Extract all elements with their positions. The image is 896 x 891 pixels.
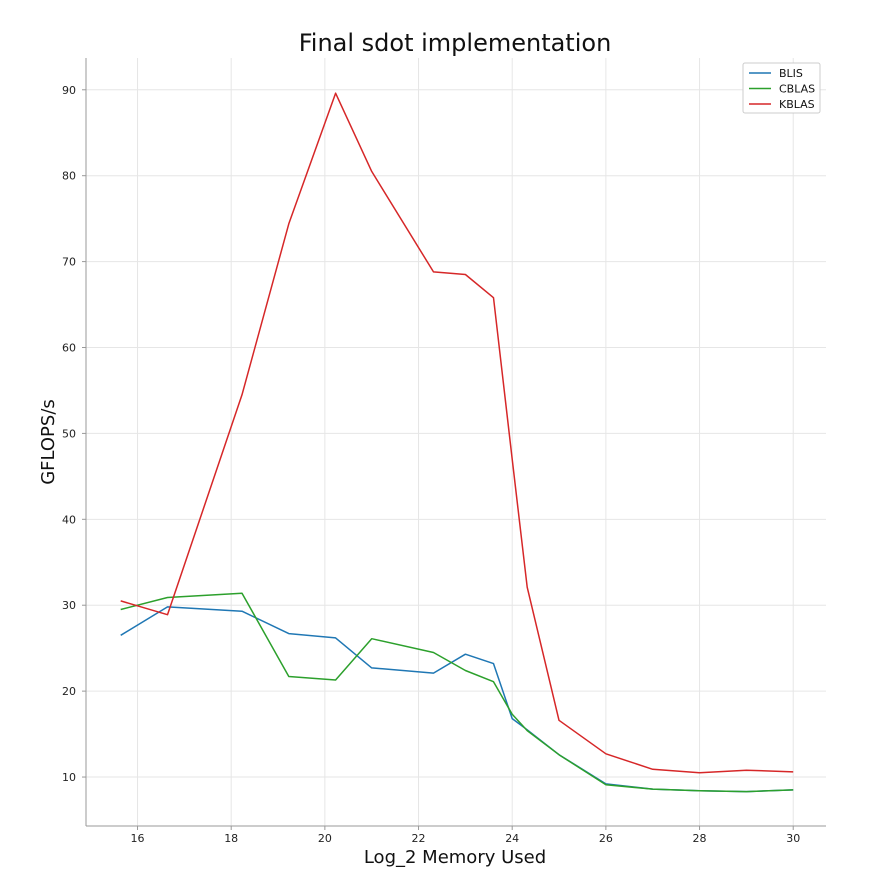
- x-tick-label: 18: [224, 832, 238, 845]
- x-axis-ticks: 16 18 20 22 24 26 28 30: [131, 826, 800, 845]
- y-tick-label: 40: [62, 513, 76, 526]
- series-layer: [120, 92, 794, 793]
- x-tick-label: 28: [693, 832, 707, 845]
- x-tick-label: 22: [412, 832, 426, 845]
- y-tick-label: 90: [62, 84, 76, 97]
- y-tick-label: 10: [62, 771, 76, 784]
- y-tick-label: 70: [62, 256, 76, 269]
- y-axis-label: GFLOPS/s: [38, 399, 59, 485]
- chart-title: Final sdot implementation: [299, 29, 612, 57]
- y-tick-label: 30: [62, 599, 76, 612]
- x-tick-label: 24: [505, 832, 519, 845]
- y-tick-label: 80: [62, 170, 76, 183]
- y-tick-label: 60: [62, 342, 76, 355]
- y-tick-label: 20: [62, 685, 76, 698]
- x-tick-label: 26: [599, 832, 613, 845]
- x-tick-label: 20: [318, 832, 332, 845]
- series-line-cblas: [120, 592, 794, 793]
- series-line-kblas: [120, 92, 794, 774]
- legend-label-blis: BLIS: [779, 67, 803, 80]
- y-tick-label: 50: [62, 427, 76, 440]
- legend-label-kblas: KBLAS: [779, 98, 815, 111]
- x-axis-label: Log_2 Memory Used: [364, 847, 546, 868]
- x-tick-label: 16: [131, 832, 145, 845]
- legend-box: [742, 62, 821, 114]
- legend: BLIS CBLAS KBLAS: [742, 62, 821, 114]
- x-tick-label: 30: [786, 832, 800, 845]
- y-axis-ticks: 10 20 30 40 50 60 70 80 90: [62, 84, 86, 784]
- series-line-blis: [120, 606, 794, 793]
- grid-lines: [86, 58, 826, 826]
- legend-label-cblas: CBLAS: [779, 83, 815, 96]
